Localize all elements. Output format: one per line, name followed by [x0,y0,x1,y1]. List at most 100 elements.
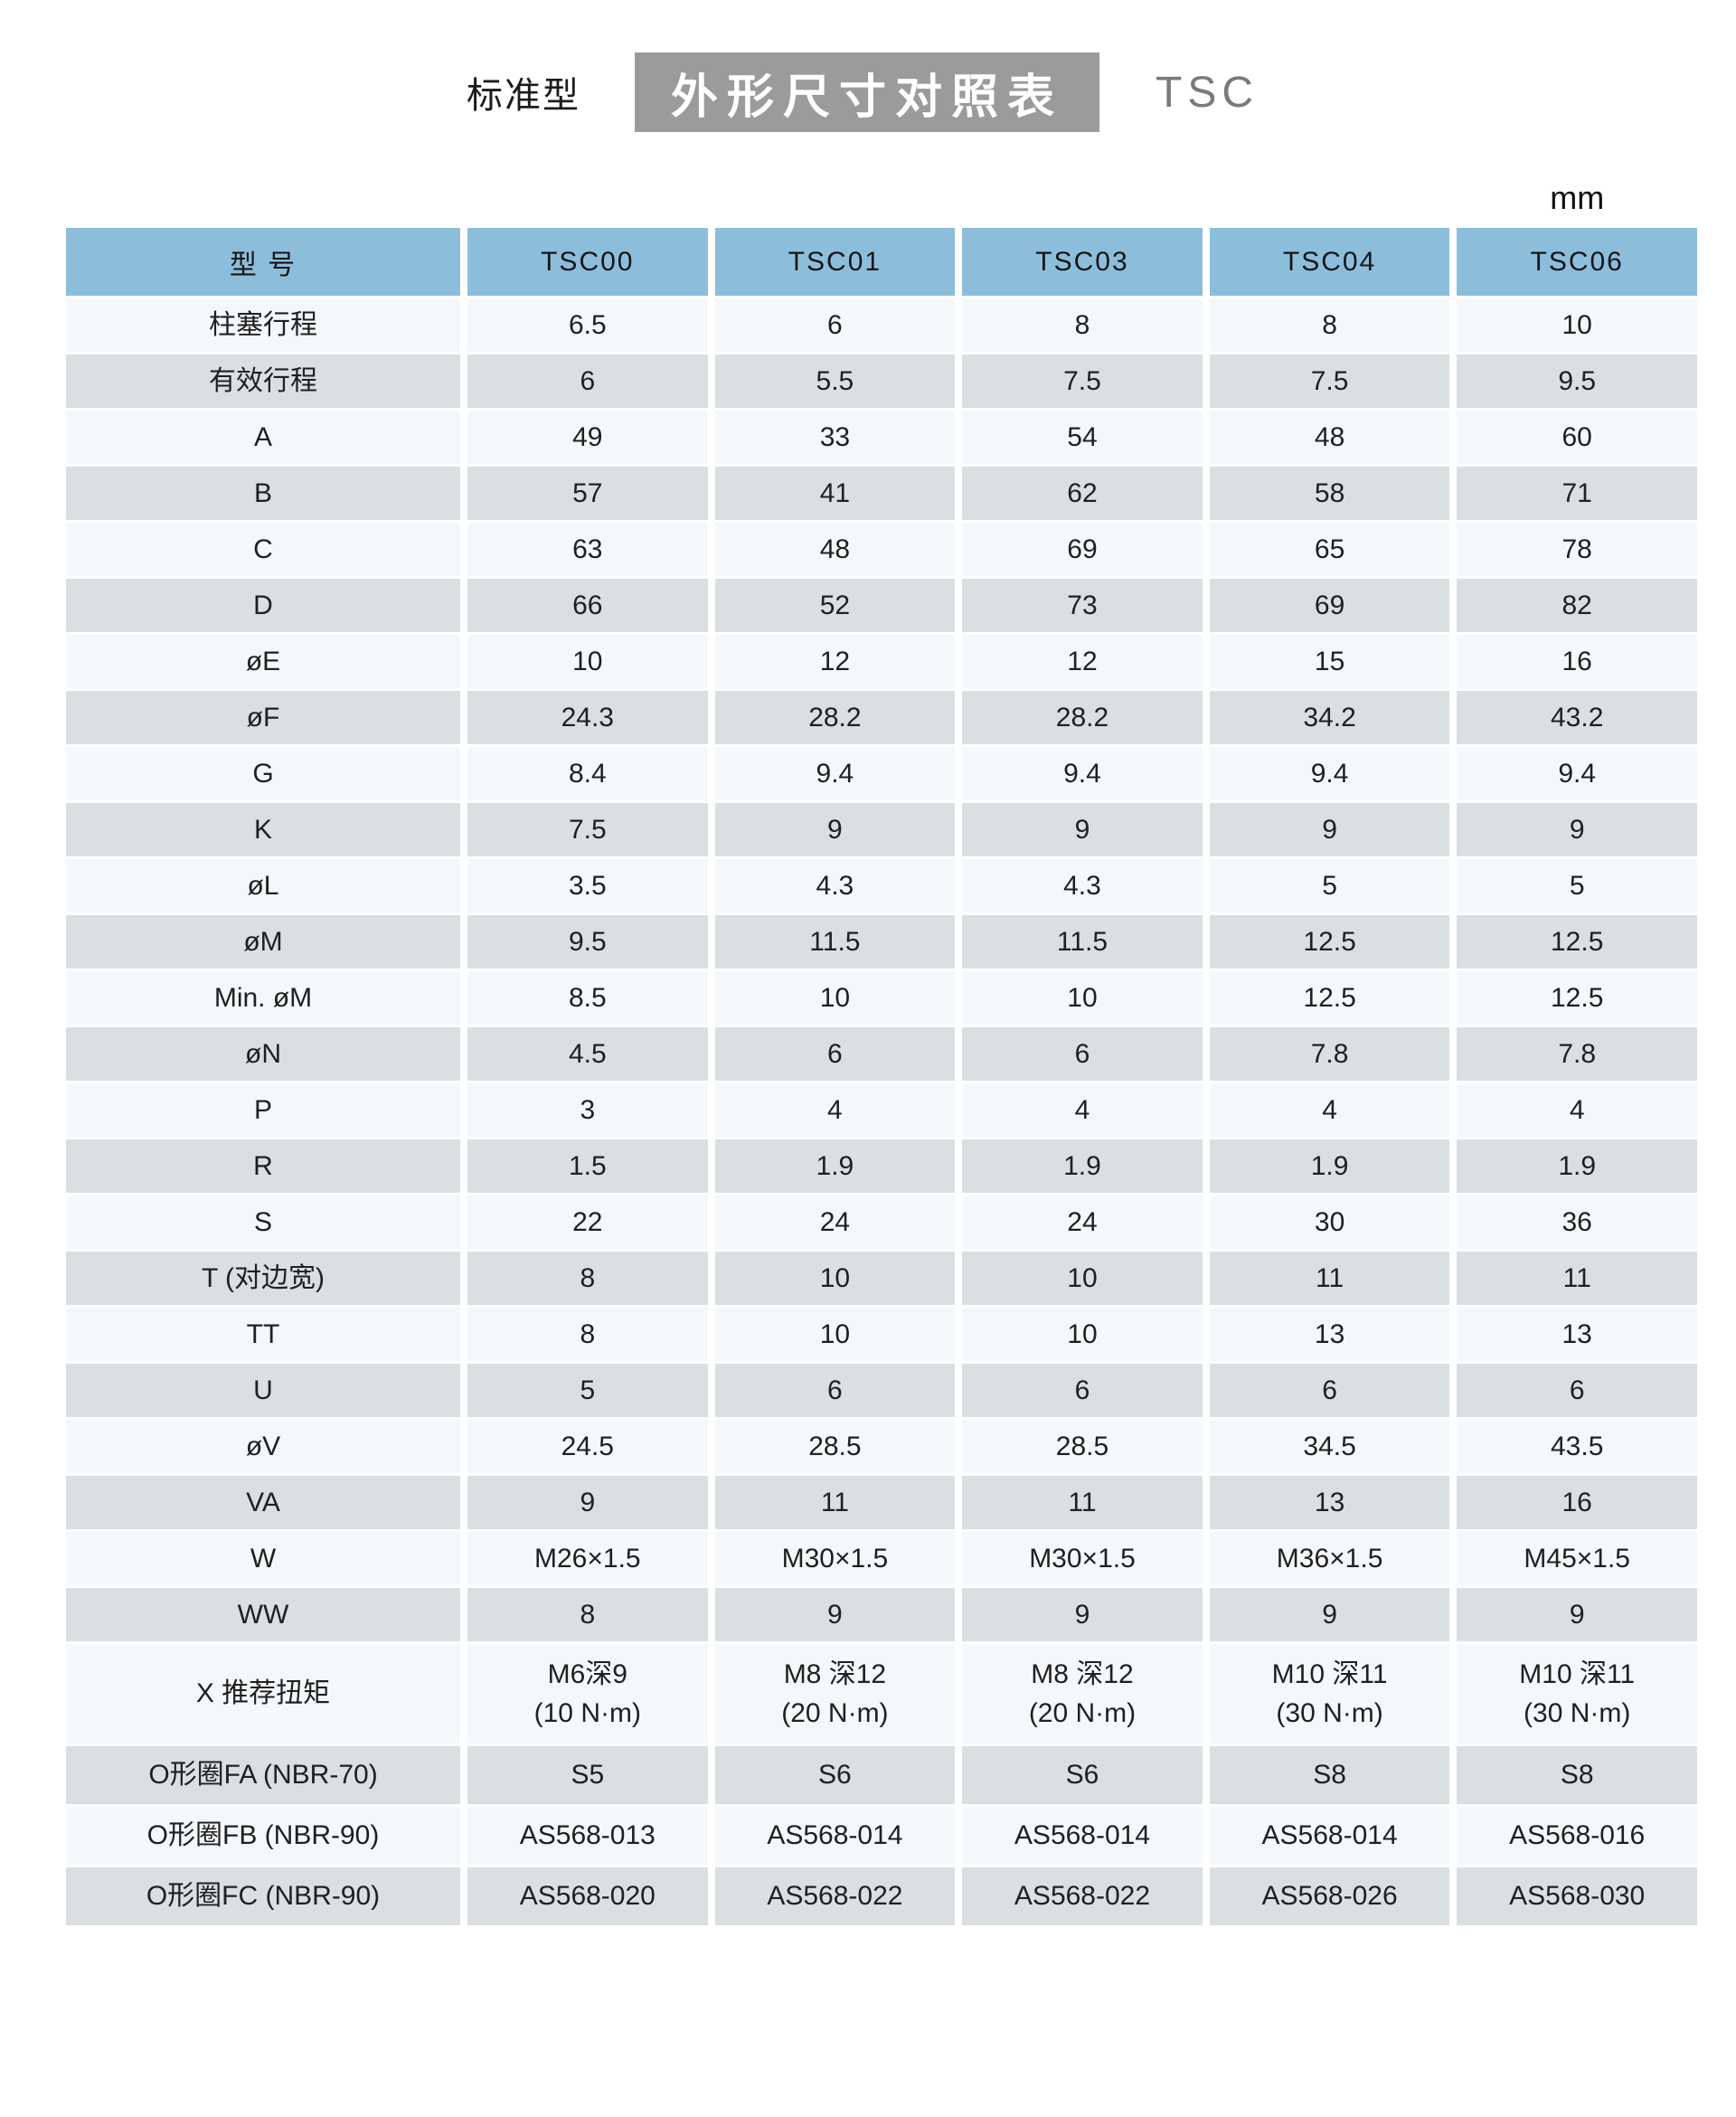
value-cell: 7.8 [1209,1027,1450,1081]
value-cell: AS568-026 [1209,1867,1450,1925]
value-cell: 30 [1209,1196,1450,1249]
value-cell: 7.8 [1457,1027,1697,1081]
value-cell: 9.5 [1457,354,1697,408]
value-cell: 13 [1457,1308,1697,1361]
value-cell: 1.9 [1457,1139,1697,1193]
model-header-cell: 型 号 [66,228,460,296]
value-cell: 63 [467,523,708,576]
page-header: 标准型 外形尺寸对照表 TSC [467,52,1736,132]
value-cell: 9 [1457,803,1697,856]
column-header: TSC03 [962,228,1203,296]
value-cell: 82 [1457,579,1697,632]
value-cell: 16 [1457,1476,1697,1529]
value-cell: S8 [1209,1746,1450,1804]
value-cell: 24 [962,1196,1203,1249]
page-title: 外形尺寸对照表 [635,52,1100,132]
value-cell: 43.5 [1457,1420,1697,1473]
row-label: VA [66,1476,460,1529]
value-cell: 69 [1209,579,1450,632]
row-label: P [66,1083,460,1137]
value-cell: 1.9 [962,1139,1203,1193]
page: 标准型 外形尺寸对照表 TSC mm 型 号 TSC00 TSC01 TSC03 TSC… [0,52,1736,1925]
row-label: U [66,1364,460,1417]
value-cell: 10 [1457,298,1697,352]
row-label: W [66,1532,460,1585]
value-cell: 9 [1209,803,1450,856]
value-cell: 78 [1457,523,1697,576]
value-cell: 4 [1457,1083,1697,1137]
row-label: K [66,803,460,856]
value-cell: 6 [1457,1364,1697,1417]
value-cell: M6深9 (10 N·m) [467,1644,708,1744]
row-label: TT [66,1308,460,1361]
row-label: øV [66,1420,460,1473]
value-cell: 8 [1209,298,1450,352]
unit-label: mm [1550,179,1605,216]
value-cell: 6 [962,1027,1203,1081]
value-cell: 9.4 [1457,747,1697,800]
value-cell: 4.5 [467,1027,708,1081]
value-cell: 3.5 [467,859,708,912]
type-label: 标准型 [467,76,580,116]
value-cell: 6 [962,1364,1203,1417]
value-cell: 9 [962,803,1203,856]
row-label: WW [66,1588,460,1641]
value-cell: 8 [467,1308,708,1361]
value-cell: 10 [714,1252,956,1305]
value-cell: M8 深12 (20 N·m) [714,1644,956,1744]
row-label: øE [66,635,460,688]
unit-row: mm [66,179,1697,217]
value-cell: 6 [714,1027,956,1081]
value-cell: 6 [1209,1364,1450,1417]
value-cell: 10 [962,1308,1203,1361]
value-cell: 9 [714,1588,956,1641]
value-cell: 48 [714,523,956,576]
row-label: B [66,467,460,520]
value-cell: 1.5 [467,1139,708,1193]
value-cell: M36×1.5 [1209,1532,1450,1585]
row-label: O形圈FB (NBR-90) [66,1807,460,1865]
value-cell: 8.5 [467,971,708,1025]
value-cell: 11.5 [714,915,956,969]
row-label: R [66,1139,460,1193]
value-cell: 4 [1209,1083,1450,1137]
value-cell: S6 [714,1746,956,1804]
row-label: X 推荐扭矩 [66,1644,460,1744]
row-label: øF [66,691,460,744]
value-cell: AS568-030 [1457,1867,1697,1925]
column-header: TSC04 [1209,228,1450,296]
row-label: øL [66,859,460,912]
value-cell: 3 [467,1083,708,1137]
value-cell: 6 [714,1364,956,1417]
value-cell: 9.4 [714,747,956,800]
row-label: Min. øM [66,971,460,1025]
value-cell: 11 [1457,1252,1697,1305]
value-cell: 11 [714,1476,956,1529]
row-label: 有效行程 [66,354,460,408]
value-cell: 36 [1457,1196,1697,1249]
value-cell: 12 [962,635,1203,688]
row-label: 柱塞行程 [66,298,460,352]
value-cell: 48 [1209,411,1450,464]
value-cell: M45×1.5 [1457,1532,1697,1585]
value-cell: AS568-013 [467,1807,708,1865]
value-cell: 22 [467,1196,708,1249]
value-cell: 28.5 [962,1420,1203,1473]
value-cell: 10 [714,971,956,1025]
column-header: TSC01 [714,228,956,296]
value-cell: 9 [467,1476,708,1529]
row-label: øN [66,1027,460,1081]
value-cell: M26×1.5 [467,1532,708,1585]
value-cell: AS568-014 [962,1807,1203,1865]
value-cell: 9.5 [467,915,708,969]
value-cell: 11 [1209,1252,1450,1305]
value-cell: 34.5 [1209,1420,1450,1473]
value-cell: 60 [1457,411,1697,464]
row-label: O形圈FC (NBR-90) [66,1867,460,1925]
value-cell: M8 深12 (20 N·m) [962,1644,1203,1744]
value-cell: 6 [467,354,708,408]
value-cell: 13 [1209,1308,1450,1361]
value-cell: AS568-022 [714,1867,956,1925]
value-cell: S6 [962,1746,1203,1804]
value-cell: 5 [467,1364,708,1417]
